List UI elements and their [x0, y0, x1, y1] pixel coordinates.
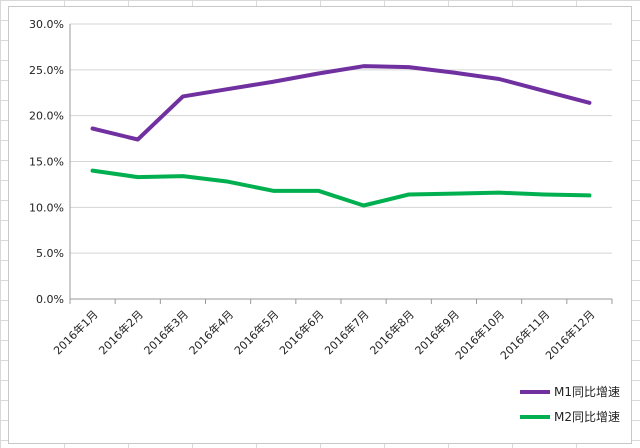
- x-tick-label: 2016年2月: [96, 307, 146, 357]
- x-tick-label: 2016年1月: [51, 307, 101, 357]
- y-tick-label: 5.0%: [36, 247, 64, 260]
- y-tick-label: 10.0%: [29, 201, 64, 214]
- y-tick-label: 20.0%: [29, 110, 64, 123]
- x-tick-label: 2016年5月: [231, 307, 281, 357]
- x-tick-label: 2016年8月: [367, 307, 417, 357]
- legend-label: M2同比增速: [554, 410, 620, 424]
- y-tick-label: 0.0%: [36, 293, 64, 306]
- x-tick-label: 2016年4月: [186, 307, 236, 357]
- gridlines: [69, 23, 612, 300]
- legend-label: M1同比增速: [554, 385, 620, 399]
- y-axis-ticks: 0.0% 5.0% 10.0% 15.0% 20.0% 25.0% 30.0%: [29, 18, 64, 306]
- series-lines: [90, 64, 592, 208]
- y-tick-label: 15.0%: [29, 156, 64, 169]
- legend: M1同比增速 M2同比增速: [520, 385, 620, 424]
- chart-area[interactable]: [8, 6, 632, 444]
- x-tick-label: 2016年3月: [141, 307, 191, 357]
- x-axis-ticks: 2016年1月2016年2月2016年3月2016年4月2016年5月2016年…: [51, 299, 613, 362]
- x-tick-label: 2016年9月: [412, 307, 462, 357]
- y-tick-label: 30.0%: [29, 18, 64, 31]
- y-tick-label: 25.0%: [29, 64, 64, 77]
- series-line-2[interactable]: [90, 168, 592, 208]
- series-line-1[interactable]: [90, 64, 592, 142]
- x-tick-label: 2016年7月: [322, 307, 372, 357]
- x-tick-label: 2016年6月: [276, 307, 326, 357]
